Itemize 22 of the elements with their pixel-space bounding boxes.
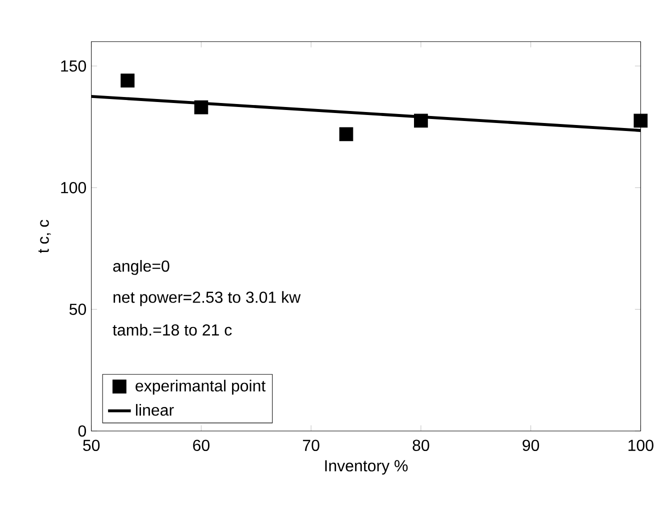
x-tick-label: 50 bbox=[83, 440, 100, 452]
x-tick-label: 80 bbox=[412, 440, 430, 452]
y-tick-label: 100 bbox=[61, 182, 86, 194]
x-tick-label: 100 bbox=[628, 440, 654, 452]
legend-label: experimantal point bbox=[136, 380, 266, 395]
x-tick-label: 70 bbox=[302, 440, 320, 452]
point bbox=[414, 114, 428, 128]
legend-label: linear bbox=[136, 404, 174, 416]
point bbox=[339, 127, 354, 142]
y-axis-title: t c, c bbox=[38, 220, 51, 253]
y-tick-label: 150 bbox=[61, 60, 86, 72]
annotation: net power=2.53 to 3.01 kw bbox=[114, 291, 301, 306]
point bbox=[194, 100, 208, 114]
y-tick-label: 50 bbox=[69, 304, 86, 315]
y-tick-label: 0 bbox=[78, 425, 86, 437]
x-tick-label: 90 bbox=[522, 440, 540, 452]
point bbox=[634, 114, 648, 128]
x-tick-label: 60 bbox=[193, 440, 210, 452]
annotation: angle=0 bbox=[113, 260, 170, 275]
x-axis-title: Inventory % bbox=[325, 460, 408, 475]
annotation: tamb.=18 to 21 c bbox=[112, 324, 232, 336]
point bbox=[120, 74, 135, 88]
